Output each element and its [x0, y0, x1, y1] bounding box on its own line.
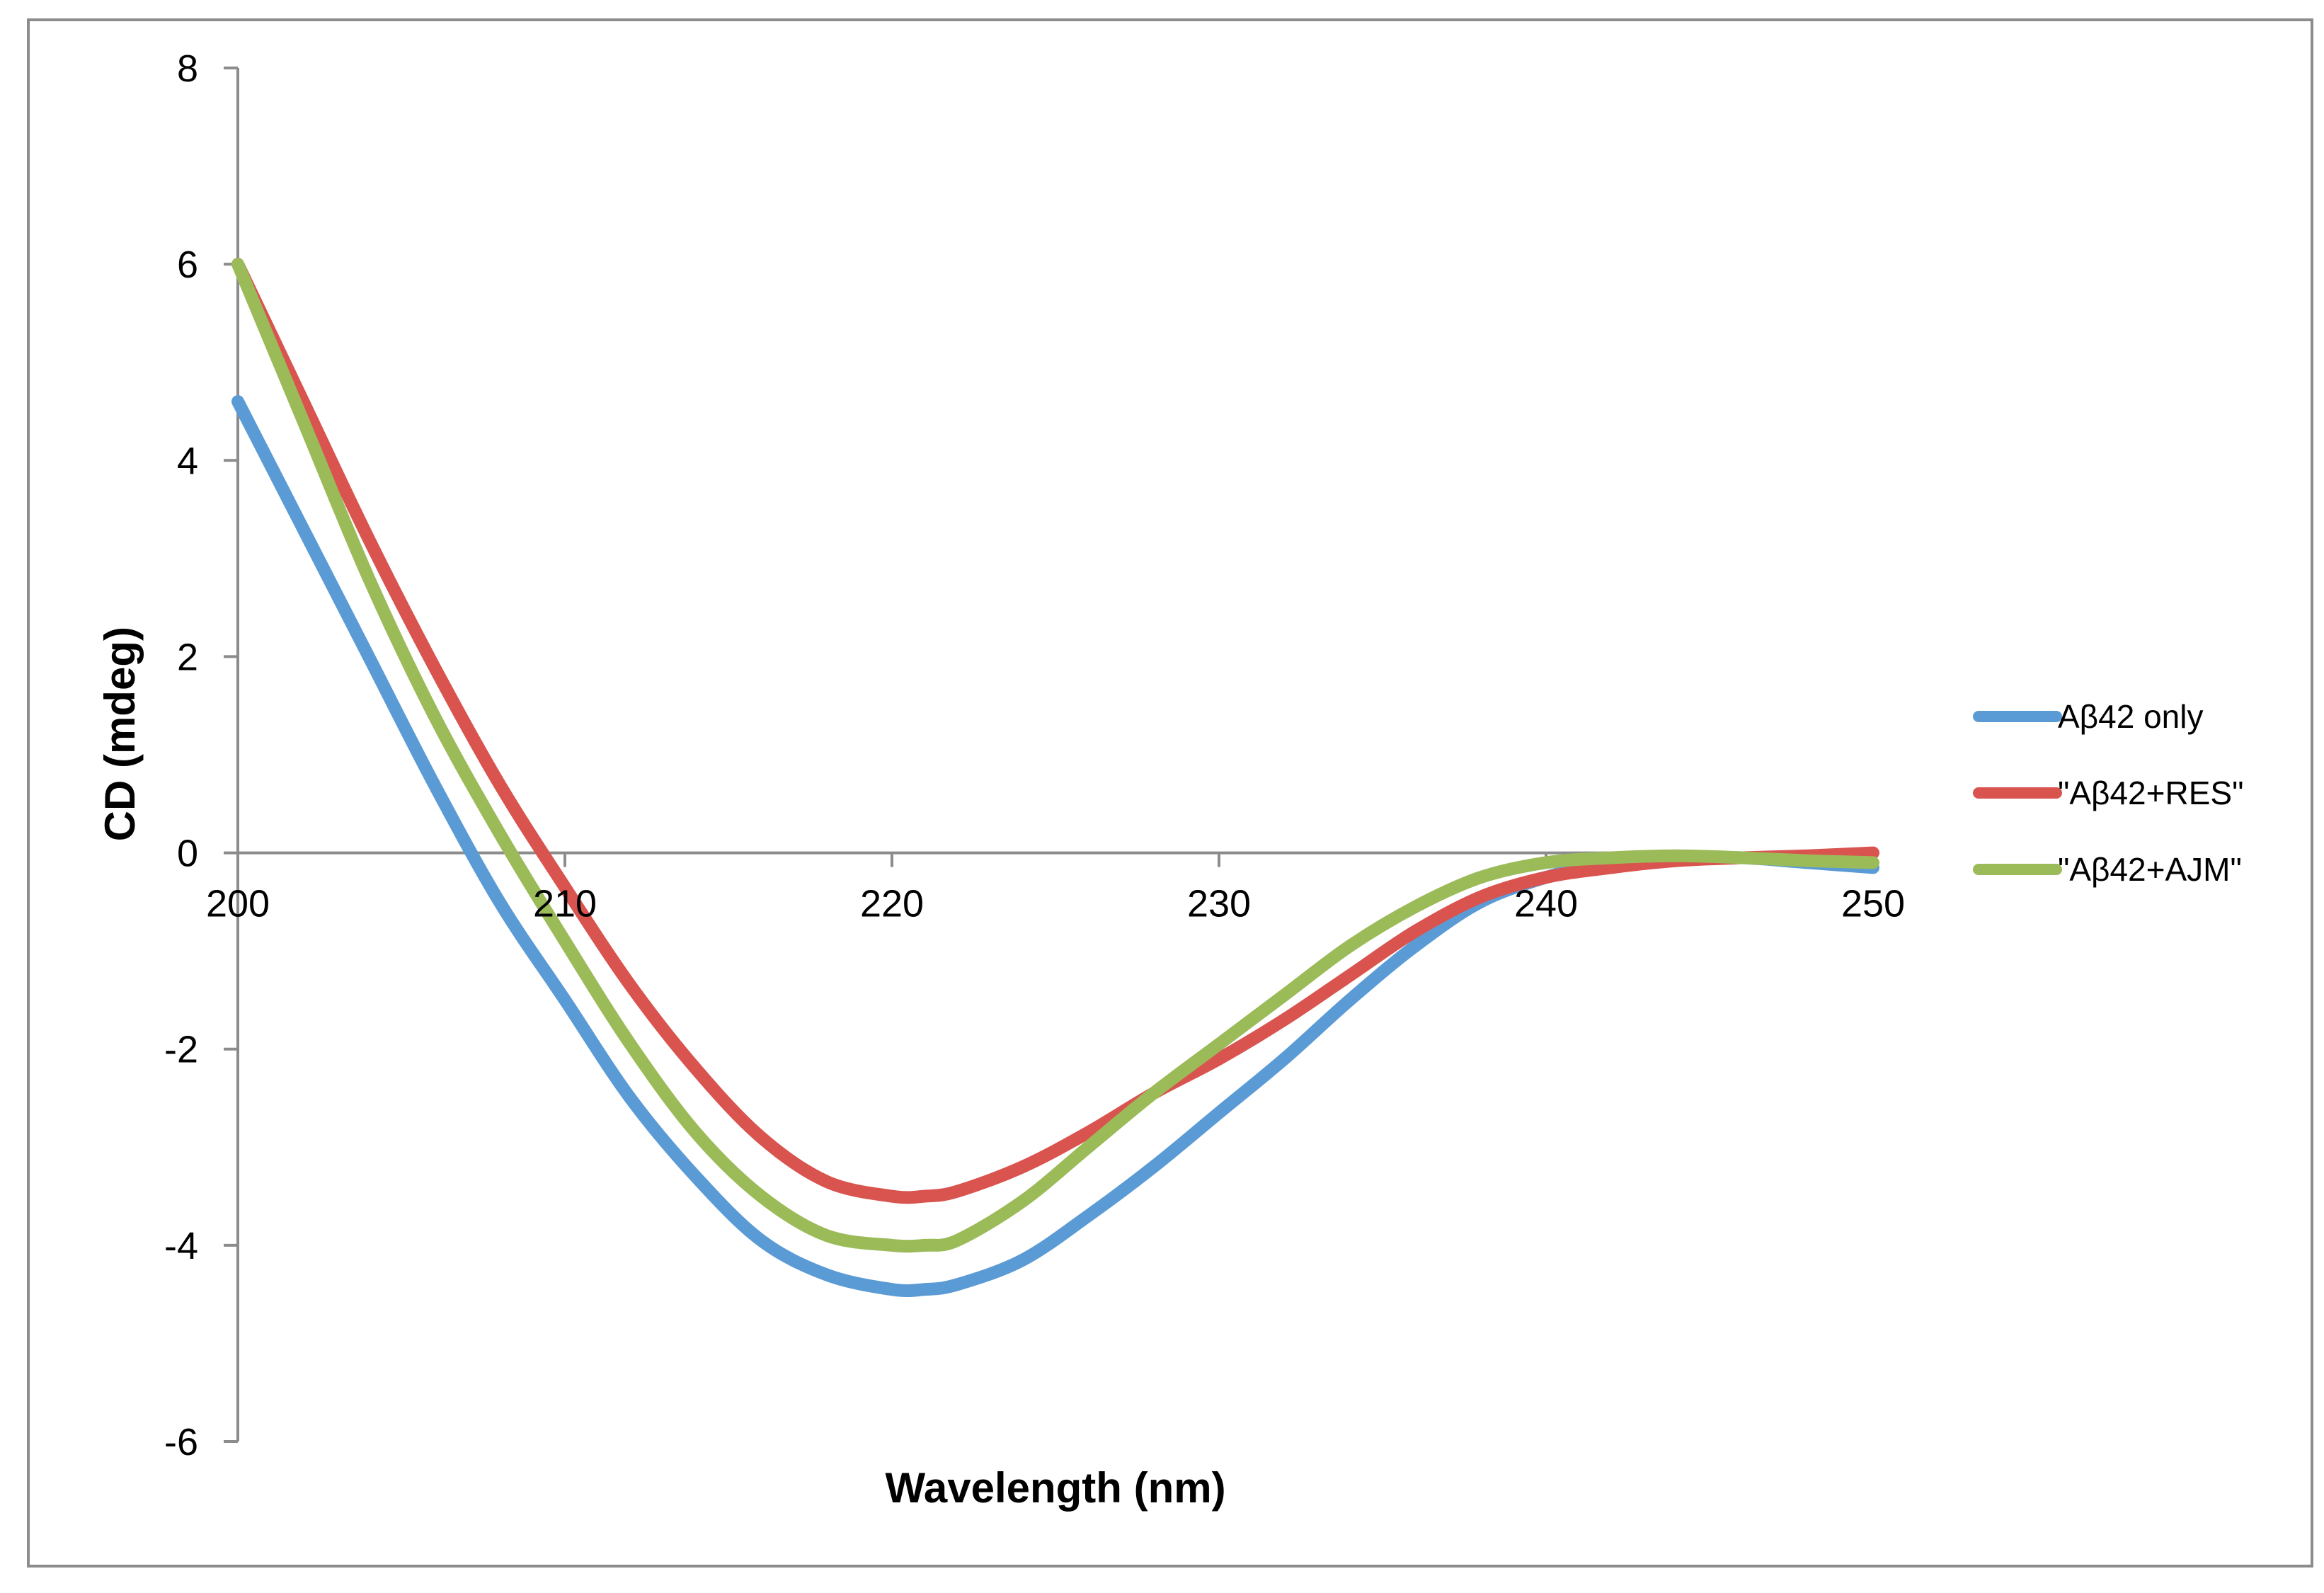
x-axis-title: Wavelength (nm) [885, 1464, 1225, 1512]
tick-labels: -6 -4 -2 0 2 4 6 8 200 210 220 230 240 250 [164, 47, 1905, 1463]
chart-area [27, 18, 2313, 1568]
legend-label-abeta42-res: "Aβ42+RES" [2058, 775, 2243, 811]
y-tick-label: 0 [177, 833, 198, 875]
legend: Aβ42 only "Aβ42+RES" "Aβ42+AJM" [1973, 698, 2243, 888]
y-tick-label: 2 [177, 636, 198, 678]
y-tick-label: -6 [164, 1421, 198, 1463]
legend-label-abeta42-only: Aβ42 only [2058, 698, 2203, 735]
series-line-abeta42-ajm [231, 258, 1879, 1253]
series-lines [231, 258, 1879, 1298]
y-tick-label: 4 [177, 440, 198, 482]
x-tick-label: 220 [860, 883, 924, 925]
y-axis-title: CD (mdeg) [96, 627, 144, 841]
y-tick-label: 6 [177, 244, 198, 286]
x-tick-label: 210 [533, 883, 597, 925]
y-tick-label: -2 [164, 1029, 198, 1071]
x-tick-label: 250 [1841, 883, 1905, 925]
axes [224, 67, 1874, 1443]
x-tick-label: 230 [1187, 883, 1251, 925]
y-tick-label: 8 [177, 47, 198, 90]
y-tick-label: -4 [164, 1225, 198, 1267]
x-tick-label: 240 [1514, 883, 1578, 925]
series-line-abeta42-res [231, 258, 1879, 1204]
x-tick-label: 200 [206, 883, 270, 925]
legend-label-abeta42-ajm: "Aβ42+AJM" [2058, 851, 2242, 888]
